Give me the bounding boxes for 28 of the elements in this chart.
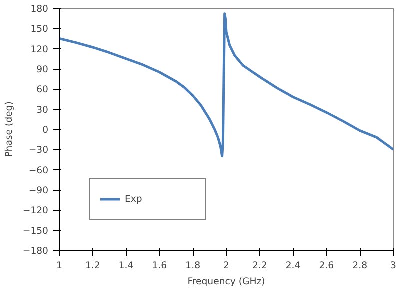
line-series bbox=[60, 12, 394, 158]
y-tick-label: 90 bbox=[36, 64, 49, 76]
y-tick-label: −120 bbox=[22, 206, 49, 217]
y-tick-label: 30 bbox=[36, 104, 49, 116]
x-tick-label: 2.6 bbox=[319, 260, 334, 272]
y-axis-title: Phase (deg) bbox=[4, 102, 15, 158]
x-tick-label: 2 bbox=[224, 260, 230, 272]
x-tick-label: 1.6 bbox=[152, 260, 168, 272]
x-tick-label: 1 bbox=[56, 260, 63, 272]
y-tick-label: −150 bbox=[22, 226, 49, 237]
x-tick-label: 3 bbox=[390, 260, 397, 272]
x-tick-label: 2.2 bbox=[252, 260, 268, 272]
y-tick-label: −30 bbox=[28, 145, 49, 156]
y-tick-label: 120 bbox=[30, 44, 49, 56]
x-tick-label: 1.4 bbox=[118, 260, 134, 272]
x-axis-title: Frequency (GHz) bbox=[188, 276, 266, 288]
y-tick-label: 0 bbox=[42, 125, 49, 136]
legend-label: Exp bbox=[125, 194, 144, 204]
y-tick-label: 150 bbox=[30, 24, 49, 36]
y-tick-label: −60 bbox=[28, 165, 49, 176]
y-tick-label: −90 bbox=[28, 186, 49, 196]
x-tick-label: 1.2 bbox=[85, 260, 100, 272]
x-tick-label: 2.8 bbox=[352, 260, 368, 272]
y-tick-label: −180 bbox=[22, 246, 49, 257]
y-tick-label: 180 bbox=[30, 4, 49, 15]
x-tick-label: 1.8 bbox=[186, 260, 201, 272]
y-tick-label: 60 bbox=[36, 84, 49, 96]
x-tick-label: 2.4 bbox=[286, 260, 301, 272]
